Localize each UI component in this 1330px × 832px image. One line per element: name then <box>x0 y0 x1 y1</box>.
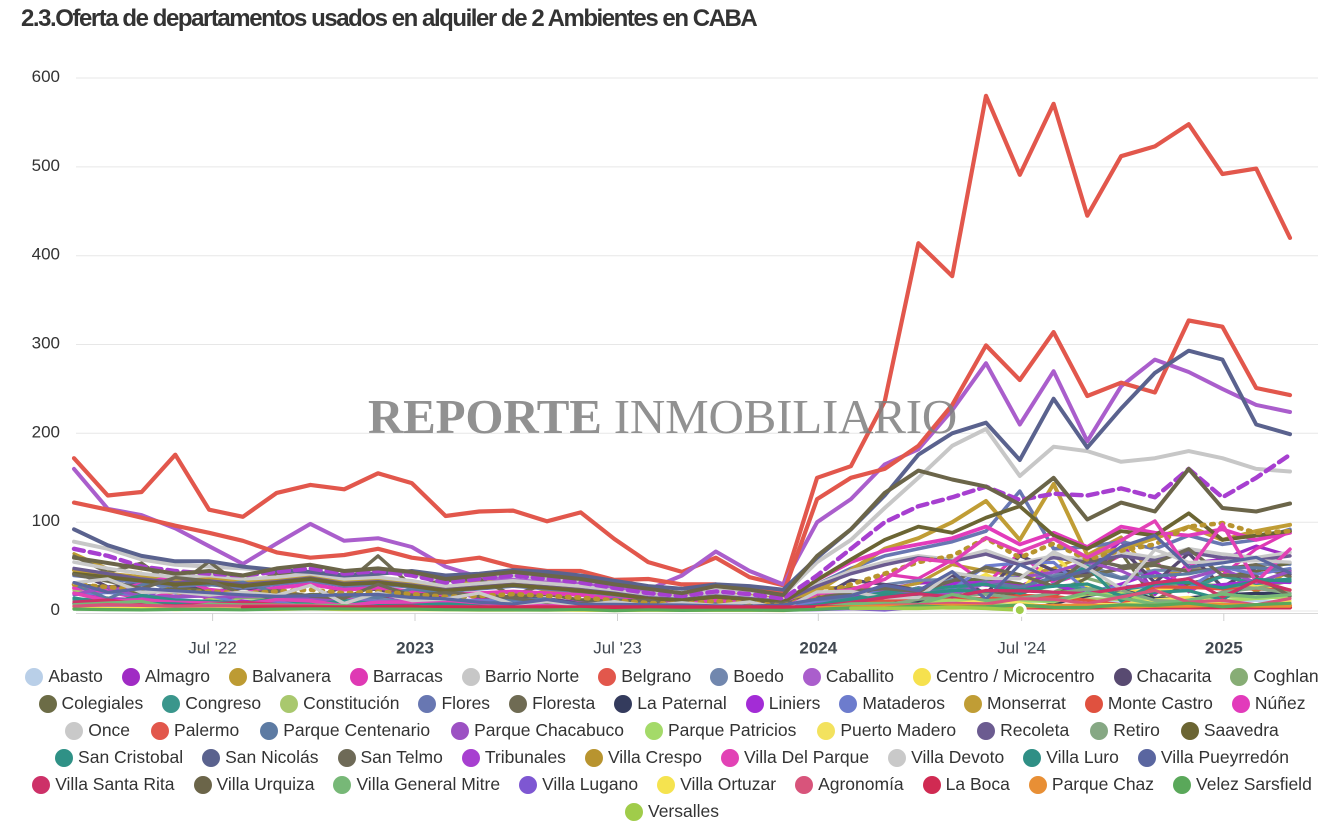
svg-text:100: 100 <box>32 511 60 530</box>
svg-text:200: 200 <box>32 422 60 441</box>
svg-text:2024: 2024 <box>799 639 837 658</box>
svg-text:2025: 2025 <box>1205 639 1243 658</box>
svg-text:Jul '23: Jul '23 <box>593 639 642 658</box>
svg-text:2023: 2023 <box>396 639 434 658</box>
svg-text:300: 300 <box>32 334 60 353</box>
svg-text:Jul '22: Jul '22 <box>188 639 237 658</box>
svg-text:400: 400 <box>32 245 60 264</box>
svg-text:0: 0 <box>51 600 60 619</box>
svg-text:500: 500 <box>32 156 60 175</box>
svg-text:REPORTE INMOBILIARIO: REPORTE INMOBILIARIO <box>368 389 957 444</box>
svg-text:Jul '24: Jul '24 <box>997 639 1046 658</box>
svg-text:600: 600 <box>32 67 60 86</box>
